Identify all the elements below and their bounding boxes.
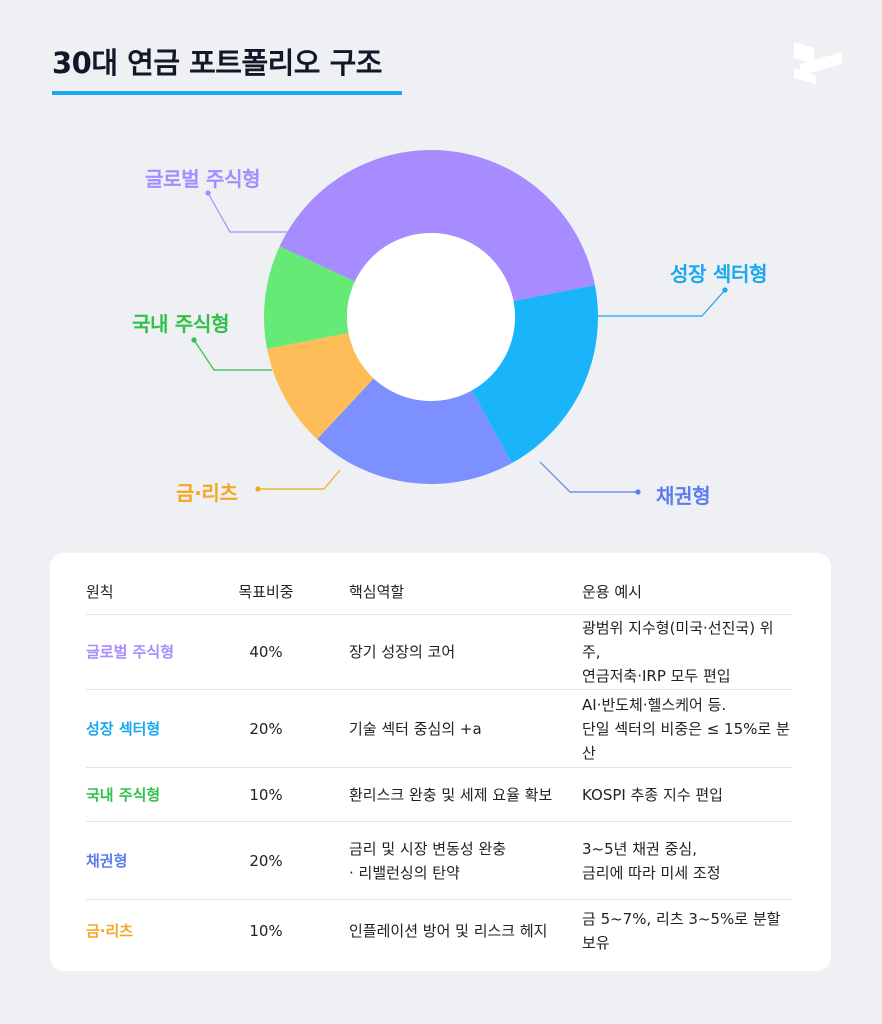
table-header-row: 원칙 목표비중 핵심역할 운용 예시: [86, 569, 792, 615]
row-target-weight: 10%: [201, 767, 331, 822]
row-example: 금 5~7%, 리츠 3~5%로 분할 보유: [582, 909, 781, 952]
table-row: 성장 섹터형 20% 기술 섹터 중심의 +a AI·반도체·헬스케어 등. 단일 섹…: [86, 689, 792, 768]
header-core-role: 핵심역할: [331, 569, 582, 615]
row-target-weight: 20%: [201, 689, 331, 768]
leader-line-3: [539, 461, 638, 493]
leader-line-1: [207, 192, 288, 233]
brand-logo-icon: [794, 42, 842, 84]
allocation-table-card: 원칙 목표비중 핵심역할 운용 예시 글로벌 주식형 40% 장기 성장의 코어 광범…: [50, 553, 831, 971]
header-target-weight: 목표비중: [201, 569, 331, 615]
donut-slice-2: [471, 285, 598, 464]
slice-label-1: 글로벌 주식형: [145, 167, 261, 191]
leader-dot-4: [255, 486, 261, 492]
slice-label-2: 성장 섹터형: [670, 262, 768, 286]
row-example: AI·반도체·헬스케어 등. 단일 섹터의 비중은 ≤ 15%로 분산: [582, 689, 792, 768]
row-principle: 국내 주식형: [86, 767, 201, 822]
row-target-weight: 10%: [249, 921, 283, 940]
row-example: KOSPI 추종 지수 편입: [582, 767, 792, 822]
donut-slice-3: [317, 378, 512, 485]
donut-chart: [191, 150, 728, 495]
leader-line-4: [258, 469, 341, 490]
row-core-role: 장기 성장의 코어: [331, 614, 582, 690]
leader-dot-2: [722, 287, 728, 293]
row-target-weight: 40%: [201, 614, 331, 690]
table-row: 글로벌 주식형 40% 장기 성장의 코어 광범위 지수형(미국·선진국) 위주, 연…: [86, 614, 792, 690]
slice-label-5: 국내 주식형: [132, 312, 230, 336]
row-core-role: 인플레이션 방어 및 리스크 헤지: [349, 921, 548, 940]
table-row: 국내 주식형 10% 환리스크 완충 및 세제 요율 확보 KOSPI 추종 지수 편…: [86, 767, 792, 822]
leader-dot-1: [205, 190, 211, 196]
header-example: 운용 예시: [582, 569, 792, 615]
leader-line-5: [193, 339, 272, 371]
table-row: 채권형 20% 금리 및 시장 변동성 완충 · 리밸런싱의 탄약 3~5년 채권 중…: [86, 821, 792, 900]
slice-label-3: 채권형: [656, 484, 711, 508]
row-principle: 성장 섹터형: [86, 689, 201, 768]
slice-label-4: 금·리츠: [176, 481, 238, 505]
row-principle: 글로벌 주식형: [86, 614, 201, 690]
title-underline: [52, 91, 402, 95]
row-example: 광범위 지수형(미국·선진국) 위주, 연금저축·IRP 모두 편입: [582, 614, 792, 690]
row-principle: 금·리츠: [86, 921, 134, 940]
donut-slice-1: [279, 150, 595, 301]
row-target-weight: 20%: [201, 821, 331, 900]
row-principle: 채권형: [86, 821, 201, 900]
leader-dot-3: [635, 489, 641, 495]
table-row: 금·리츠 10% 인플레이션 방어 및 리스크 헤지 금 5~7%, 리츠 3~5%로…: [86, 900, 792, 962]
row-example: 3~5년 채권 중심, 금리에 따라 미세 조정: [582, 821, 792, 900]
header-principle: 원칙: [86, 569, 201, 615]
row-core-role: 금리 및 시장 변동성 완충 · 리밸런싱의 탄약: [331, 821, 582, 900]
donut-slice-5: [264, 246, 355, 349]
donut-slice-4: [267, 333, 374, 440]
row-core-role: 환리스크 완충 및 세제 요율 확보: [331, 767, 582, 822]
page-title: 30대 연금 포트폴리오 구조: [52, 46, 382, 80]
leader-dot-5: [191, 337, 197, 343]
leader-line-2: [598, 289, 726, 317]
row-core-role: 기술 섹터 중심의 +a: [331, 689, 582, 768]
donut-hole: [347, 233, 515, 401]
allocation-table: 원칙 목표비중 핵심역할 운용 예시 글로벌 주식형 40% 장기 성장의 코어 광범…: [86, 569, 792, 962]
